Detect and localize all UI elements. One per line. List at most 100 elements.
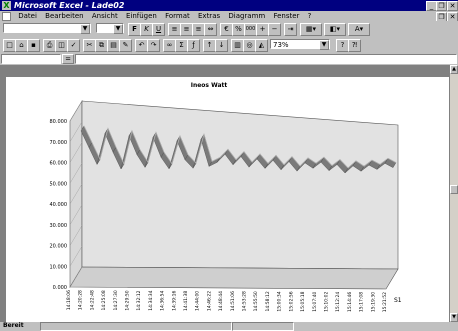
x-tick-label: 14:41:38 [183, 291, 189, 311]
fill-color-icon[interactable]: ◧▾ [324, 23, 346, 36]
chevron-down-icon[interactable]: ▼ [113, 24, 123, 34]
chart-svg[interactable]: Ineos Watt 0.000 10.000 20.000 30.000 40.000… [6, 77, 449, 322]
y-tick-label: 60.000 [50, 161, 68, 167]
scroll-down-icon[interactable]: ▼ [450, 313, 458, 322]
equals-icon[interactable]: = [62, 54, 74, 64]
y-tick-label: 50.000 [50, 181, 68, 187]
help-icon[interactable]: ⁈ [348, 39, 361, 52]
menu-window[interactable]: Fenster [273, 12, 300, 20]
y-tick-label: 80.000 [50, 119, 68, 125]
redo-icon[interactable]: ↷ [147, 39, 160, 52]
y-gridline [69, 163, 83, 184]
save-icon[interactable]: ▪ [27, 39, 40, 52]
font-size-combo[interactable]: ▼ [96, 23, 124, 34]
decrease-decimal-icon[interactable]: − [268, 23, 281, 36]
x-tick-label: 15:10:02 [323, 292, 329, 312]
menu-edit[interactable]: Bearbeiten [45, 12, 84, 20]
function-icon[interactable]: ƒ [187, 39, 200, 52]
y-tick-label: 20.000 [50, 244, 68, 250]
x-axis-labels: 14:18:06 14:20:28 14:22:48 14:25:08 14:27:30… [66, 290, 388, 312]
menu-insert[interactable]: Einfügen [125, 12, 157, 20]
x-tick-label: 15:07:40 [312, 291, 318, 311]
chevron-down-icon[interactable]: ▼ [319, 40, 329, 50]
menu-help[interactable]: ? [307, 12, 312, 20]
merge-center-icon[interactable]: ⇔ [204, 23, 217, 36]
x-tick-label: 14:20:28 [78, 290, 84, 310]
font-color-icon[interactable]: A▾ [348, 23, 370, 36]
plot-walls [69, 99, 399, 290]
status-text: Bereit [3, 322, 24, 329]
formula-bar: = [0, 53, 458, 64]
back-wall [81, 100, 399, 270]
indent-icon[interactable]: ⇥ [284, 23, 297, 36]
menu-tools[interactable]: Extras [198, 12, 221, 20]
x-tick-label: 14:34:34 [148, 290, 154, 310]
x-tick-label: 14:25:08 [101, 290, 107, 310]
y-tick-label: 0.000 [53, 285, 67, 291]
drawing-icon[interactable]: ◭ [255, 39, 268, 52]
x-tick-label: 14:32:12 [136, 290, 142, 310]
x-tick-label: 14:36:54 [160, 290, 166, 310]
y-tick-label: 30.000 [50, 223, 68, 229]
name-box[interactable] [1, 54, 61, 64]
y-gridline [69, 121, 83, 142]
x-tick-label: 14:51:06 [230, 291, 236, 311]
x-tick-label: 14:22:48 [89, 290, 95, 310]
menu-format[interactable]: Format [165, 12, 190, 20]
menu-view[interactable]: Ansicht [91, 12, 118, 20]
font-name-combo[interactable]: ▼ [3, 23, 91, 34]
spelling-icon[interactable]: ✓ [67, 39, 80, 52]
x-tick-label: 15:12:24 [335, 292, 341, 312]
title-bar: X Microsoft Excel - Lade02 _ ❐ ✕ [0, 0, 458, 11]
y-gridline [69, 225, 83, 246]
x-tick-label: 14:46:22 [206, 291, 212, 311]
series-group [80, 125, 397, 174]
excel-app-icon[interactable]: X [2, 1, 11, 10]
y-tick-label: 40.000 [50, 202, 68, 208]
x-tick-label: 15:17:08 [359, 292, 365, 312]
menu-bar: Datei Bearbeiten Ansicht Einfügen Format… [0, 11, 458, 22]
chart-title: Ineos Watt [191, 82, 228, 89]
bold-button[interactable]: F [128, 23, 141, 36]
menu-chart[interactable]: Diagramm [228, 12, 266, 20]
underline-button[interactable]: U [152, 23, 165, 36]
scroll-thumb[interactable] [450, 185, 458, 194]
x-tick-label: 15:02:56 [288, 291, 294, 311]
y-gridline [69, 204, 83, 225]
x-tick-label: 14:48:44 [218, 291, 224, 311]
y-gridlines [69, 100, 83, 288]
formula-input[interactable] [75, 54, 457, 64]
sort-descending-icon[interactable]: ↓ [215, 39, 228, 52]
y-tick-label: 70.000 [50, 140, 68, 146]
workspace: Ineos Watt 0.000 10.000 20.000 30.000 40.000… [0, 65, 450, 322]
italic-button[interactable]: K [140, 23, 153, 36]
borders-icon[interactable]: ▦▾ [300, 23, 322, 36]
x-tick-label: 14:27:30 [113, 290, 119, 310]
x-tick-label: 15:19:30 [370, 292, 376, 312]
y-gridline [69, 183, 83, 205]
x-tick-label: 15:14:46 [347, 292, 353, 312]
close-button[interactable]: ✕ [447, 1, 458, 11]
document-icon[interactable] [2, 12, 11, 21]
y-gridline [69, 266, 83, 288]
y-gridline [69, 246, 83, 267]
standard-toolbar: □ ⌂ ▪ ⎙ ◫ ✓ ✂ ⧉ ▤ ✎ ↶ ↷ ∞ Σ ƒ ↑ ↓ ▥ ◎ ◭ … [0, 37, 458, 53]
format-painter-icon[interactable]: ✎ [119, 39, 132, 52]
x-tick-label: 14:39:16 [171, 291, 177, 311]
x-tick-label: 14:18:06 [66, 290, 72, 310]
chart-sheet[interactable]: Ineos Watt 0.000 10.000 20.000 30.000 40.000… [6, 77, 449, 322]
chevron-down-icon[interactable]: ▼ [80, 24, 90, 34]
x-tick-label: 14:53:28 [242, 291, 248, 311]
x-tick-label: 15:05:18 [300, 291, 306, 311]
zoom-combo[interactable]: 73% ▼ [270, 39, 330, 50]
open-folder-icon[interactable]: ⌂ [15, 39, 28, 52]
x-tick-label: 14:44:00 [195, 291, 201, 311]
x-tick-label: 15:00:34 [277, 291, 283, 311]
scroll-up-icon[interactable]: ▲ [450, 65, 458, 74]
office-assistant-icon[interactable]: ? [336, 39, 349, 52]
restore-button[interactable]: ❐ [436, 1, 447, 11]
vertical-scrollbar[interactable]: ▲ ▼ [450, 65, 458, 322]
status-bar: Bereit [0, 322, 458, 331]
y-gridline [69, 100, 83, 122]
menu-file[interactable]: Datei [18, 12, 37, 20]
